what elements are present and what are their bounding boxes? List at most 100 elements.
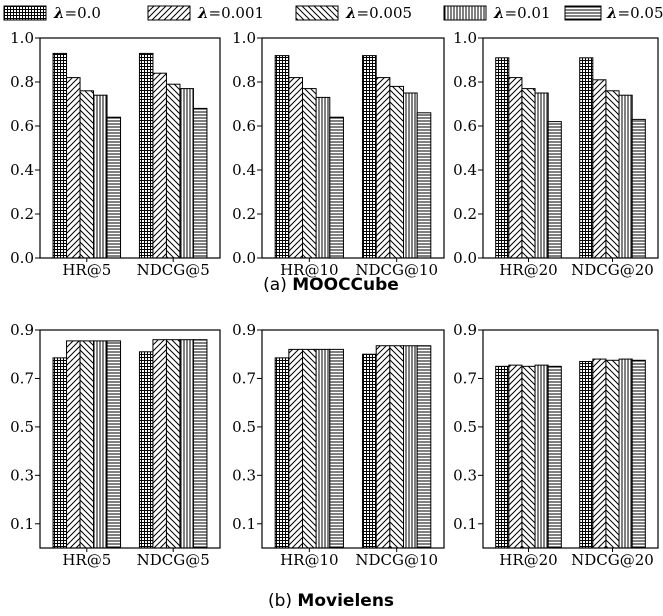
bar — [495, 57, 510, 259]
svg-text:λ=0.05: λ=0.05 — [606, 4, 663, 22]
bar — [106, 116, 122, 259]
x-tick-label: NDCG@20 — [571, 261, 654, 279]
svg-text:λ=0.01: λ=0.01 — [493, 4, 551, 22]
y-tick-label: 0.5 — [10, 418, 34, 436]
y-tick-label: 0.2 — [10, 205, 34, 223]
bar — [362, 55, 377, 259]
y-tick-label: 0.0 — [10, 249, 34, 267]
bar — [52, 52, 68, 259]
bar — [152, 339, 167, 549]
y-tick-label: 0.8 — [10, 73, 34, 91]
y-tick-label: 0.4 — [232, 161, 256, 179]
bar — [547, 121, 562, 259]
chart-panel: HR@10 NDCG@10 0.1 0.3 0.5 0.7 0.9 — [232, 321, 445, 569]
bar — [389, 345, 405, 549]
y-tick-label: 0.9 — [453, 321, 477, 339]
bar — [508, 77, 523, 259]
chart-panel: HR@20 NDCG@20 0.1 0.3 0.5 0.7 0.9 — [453, 321, 659, 569]
y-tick-label: 0.1 — [453, 515, 477, 533]
y-tick-label: 0.6 — [232, 117, 256, 135]
y-tick-label: 0.7 — [10, 369, 34, 387]
bar — [302, 88, 317, 259]
bar — [534, 92, 549, 259]
bar — [79, 340, 95, 549]
plot-frame — [261, 37, 445, 259]
bar — [106, 340, 122, 549]
bar — [403, 345, 418, 549]
plot-frame — [482, 329, 659, 549]
y-tick-label: 0.7 — [232, 369, 256, 387]
y-tick-label: 0.5 — [232, 418, 256, 436]
y-tick-label: 0.6 — [453, 117, 477, 135]
bar — [631, 359, 646, 549]
bar — [93, 340, 108, 549]
bar — [389, 85, 405, 259]
bar — [508, 364, 523, 549]
bar — [605, 90, 620, 259]
bar — [79, 90, 95, 259]
y-tick-label: 0.9 — [10, 321, 34, 339]
plot-frame — [39, 329, 221, 549]
plot-frame — [482, 37, 659, 259]
plot-frame — [39, 37, 221, 259]
y-tick-label: 0.8 — [232, 73, 256, 91]
svg-text:λ=0.001: λ=0.001 — [197, 4, 264, 22]
y-tick-label: 0.5 — [453, 418, 477, 436]
bar — [179, 88, 194, 259]
bar — [618, 358, 633, 549]
bar — [362, 353, 377, 549]
bar — [375, 77, 391, 259]
y-tick-label: 1.0 — [10, 29, 34, 47]
bar — [138, 351, 154, 549]
x-tick-label: HR@20 — [499, 551, 557, 569]
svg-text:λ=0.0: λ=0.0 — [53, 4, 101, 22]
y-tick-label: 0.2 — [453, 205, 477, 223]
bar — [521, 88, 536, 259]
bar — [315, 96, 331, 259]
x-tick-label: NDCG@20 — [571, 551, 654, 569]
x-tick-label: HR@10 — [280, 551, 338, 569]
bar — [547, 365, 562, 549]
bar — [329, 116, 344, 259]
x-tick-label: HR@5 — [62, 551, 111, 569]
caption-a: (a) MOOCCube — [263, 275, 399, 295]
x-tick-label: NDCG@5 — [137, 261, 210, 279]
chart-panel: HR@10 NDCG@10 0.0 0.2 0.4 0.6 0.8 1.0 — [232, 29, 445, 279]
x-tick-label: NDCG@10 — [355, 551, 438, 569]
legend-item: λ=0.0 — [3, 4, 101, 22]
bar — [274, 357, 290, 549]
bar — [605, 359, 620, 549]
bar — [152, 72, 167, 259]
legend-item: λ=0.05 — [564, 4, 663, 22]
y-tick-label: 0.9 — [232, 321, 256, 339]
y-tick-label: 0.1 — [10, 515, 34, 533]
bar — [592, 79, 607, 259]
legend: λ=0.0 λ=0.001 λ=0.005 λ=0.01 λ=0.05 — [3, 4, 663, 22]
y-tick-label: 0.3 — [10, 466, 34, 484]
chart-panel: HR@5 NDCG@5 0.0 0.2 0.4 0.6 0.8 1.0 — [10, 29, 221, 279]
bar — [315, 348, 331, 549]
plot-frame — [261, 329, 445, 549]
bar — [521, 365, 536, 549]
y-tick-label: 1.0 — [453, 29, 477, 47]
x-tick-label: HR@5 — [62, 261, 111, 279]
caption-b: (b) Movielens — [268, 591, 394, 611]
x-tick-label: HR@20 — [499, 261, 557, 279]
bar — [138, 52, 154, 259]
bar — [66, 77, 81, 259]
bar — [579, 57, 594, 259]
x-tick-label: NDCG@5 — [137, 551, 210, 569]
bar — [165, 83, 181, 259]
bar — [416, 345, 432, 549]
bar — [274, 55, 290, 259]
y-tick-label: 0.3 — [453, 466, 477, 484]
bar — [579, 360, 594, 549]
y-tick-label: 1.0 — [232, 29, 256, 47]
legend-item: λ=0.005 — [295, 4, 412, 22]
bar — [66, 340, 81, 549]
bar — [165, 339, 181, 549]
bar — [192, 107, 208, 259]
bar — [329, 348, 344, 549]
y-tick-label: 0.8 — [453, 73, 477, 91]
